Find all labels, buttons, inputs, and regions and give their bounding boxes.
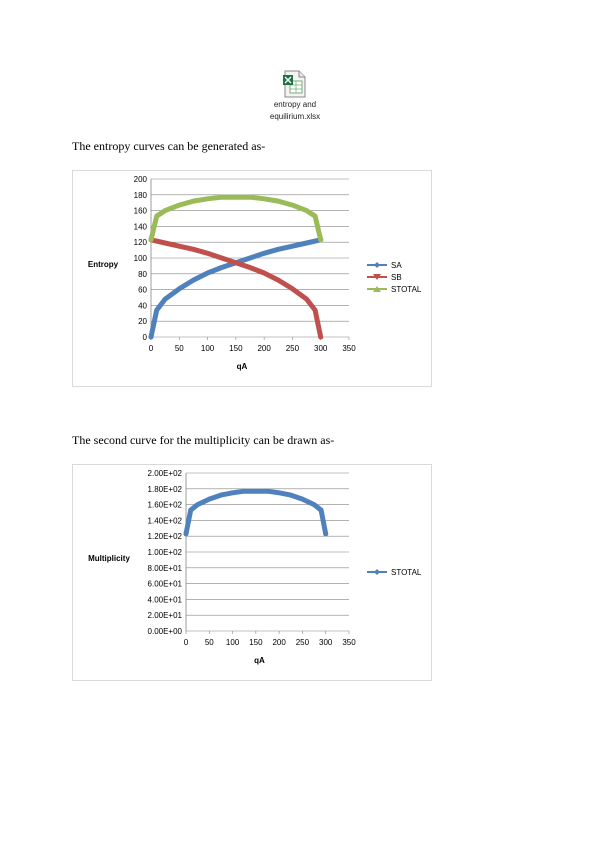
legend-marker [374,262,380,268]
x-tick-label: 200 [257,344,271,353]
legend-marker [374,569,380,575]
legend-label: SA [391,261,402,270]
y-tick-label: 1.40E+02 [148,516,183,525]
y-tick-label: 2.00E+02 [148,469,183,478]
y-tick-label: 40 [138,301,147,310]
y-tick-label: 6.00E+01 [148,580,183,589]
y-tick-label: 80 [138,270,147,279]
x-axis-title: qA [237,362,248,371]
series-line-stotal [183,488,329,537]
multiplicity-intro-text: The second curve for the multiplicity ca… [72,433,335,447]
x-tick-label: 200 [272,638,286,647]
x-tick-label: 350 [342,344,356,353]
y-tick-label: 1.80E+02 [148,485,183,494]
data-point [318,334,324,340]
y-tick-label: 100 [134,254,148,263]
legend-label: SB [391,273,402,282]
x-tick-label: 100 [201,344,215,353]
x-tick-label: 100 [226,638,240,647]
x-tick-label: 0 [184,638,189,647]
legend-marker [373,286,381,292]
x-tick-label: 350 [342,638,356,647]
multiplicity-chart: 0.00E+00 2.00E+01 4.00E+01 6.00E+01 8.00E+01… [72,464,432,681]
x-axis-title: qA [254,656,265,665]
legend-label: STOTAL [391,285,422,294]
y-axis-title: Multiplicity [88,554,130,563]
x-tick-label: 150 [229,344,243,353]
x-tick-label: 50 [175,344,184,353]
x-tick-label: 50 [205,638,214,647]
y-tick-label: 20 [138,317,147,326]
x-tick-label: 150 [249,638,263,647]
series-line-sb [148,237,324,340]
file-name-line1: entropy and [273,100,317,109]
y-tick-label: 0.00E+00 [148,627,183,636]
x-tick-label: 250 [286,344,300,353]
series-line-sa [148,237,324,340]
legend-marker [373,274,381,280]
data-point [148,237,154,243]
y-tick-label: 8.00E+01 [148,564,183,573]
y-axis-title: Entropy [88,260,119,269]
y-tick-label: 160 [134,207,148,216]
entropy-chart-svg: 0 20 40 60 80 100 120 140 160 180 200 0 50 100 150 200 2… [88,175,422,371]
x-tick-label: 250 [296,638,310,647]
legend-label: STOTAL [391,568,422,577]
x-tick-label: 0 [149,344,154,353]
entropy-intro-text: The entropy curves can be generated as- [72,139,266,153]
file-name-line2: equilirium.xlsx [269,112,321,121]
x-tick-label: 300 [314,344,328,353]
data-point [323,531,329,537]
entropy-chart: 0 20 40 60 80 100 120 140 160 180 200 0 50 100 150 200 2… [72,170,432,387]
y-tick-label: 200 [134,175,148,184]
y-tick-label: 120 [134,238,148,247]
y-tick-label: 180 [134,191,148,200]
y-tick-label: 1.60E+02 [148,501,183,510]
data-point [318,237,324,243]
x-tick-label: 300 [319,638,333,647]
y-tick-label: 140 [134,222,148,231]
excel-file-icon [283,70,306,98]
y-tick-label: 4.00E+01 [148,595,183,604]
y-tick-label: 60 [138,286,147,295]
y-tick-label: 1.00E+02 [148,548,183,557]
y-tick-label: 2.00E+01 [148,611,183,620]
y-tick-label: 1.20E+02 [148,532,183,541]
y-tick-label: 0 [143,333,148,342]
series-line-stotal [148,194,324,243]
embedded-file[interactable]: entropy and equilirium.xlsx [265,70,325,122]
multiplicity-chart-svg: 0.00E+00 2.00E+01 4.00E+01 6.00E+01 8.00E+01… [88,469,422,665]
data-point [183,531,189,537]
data-point [148,334,154,340]
